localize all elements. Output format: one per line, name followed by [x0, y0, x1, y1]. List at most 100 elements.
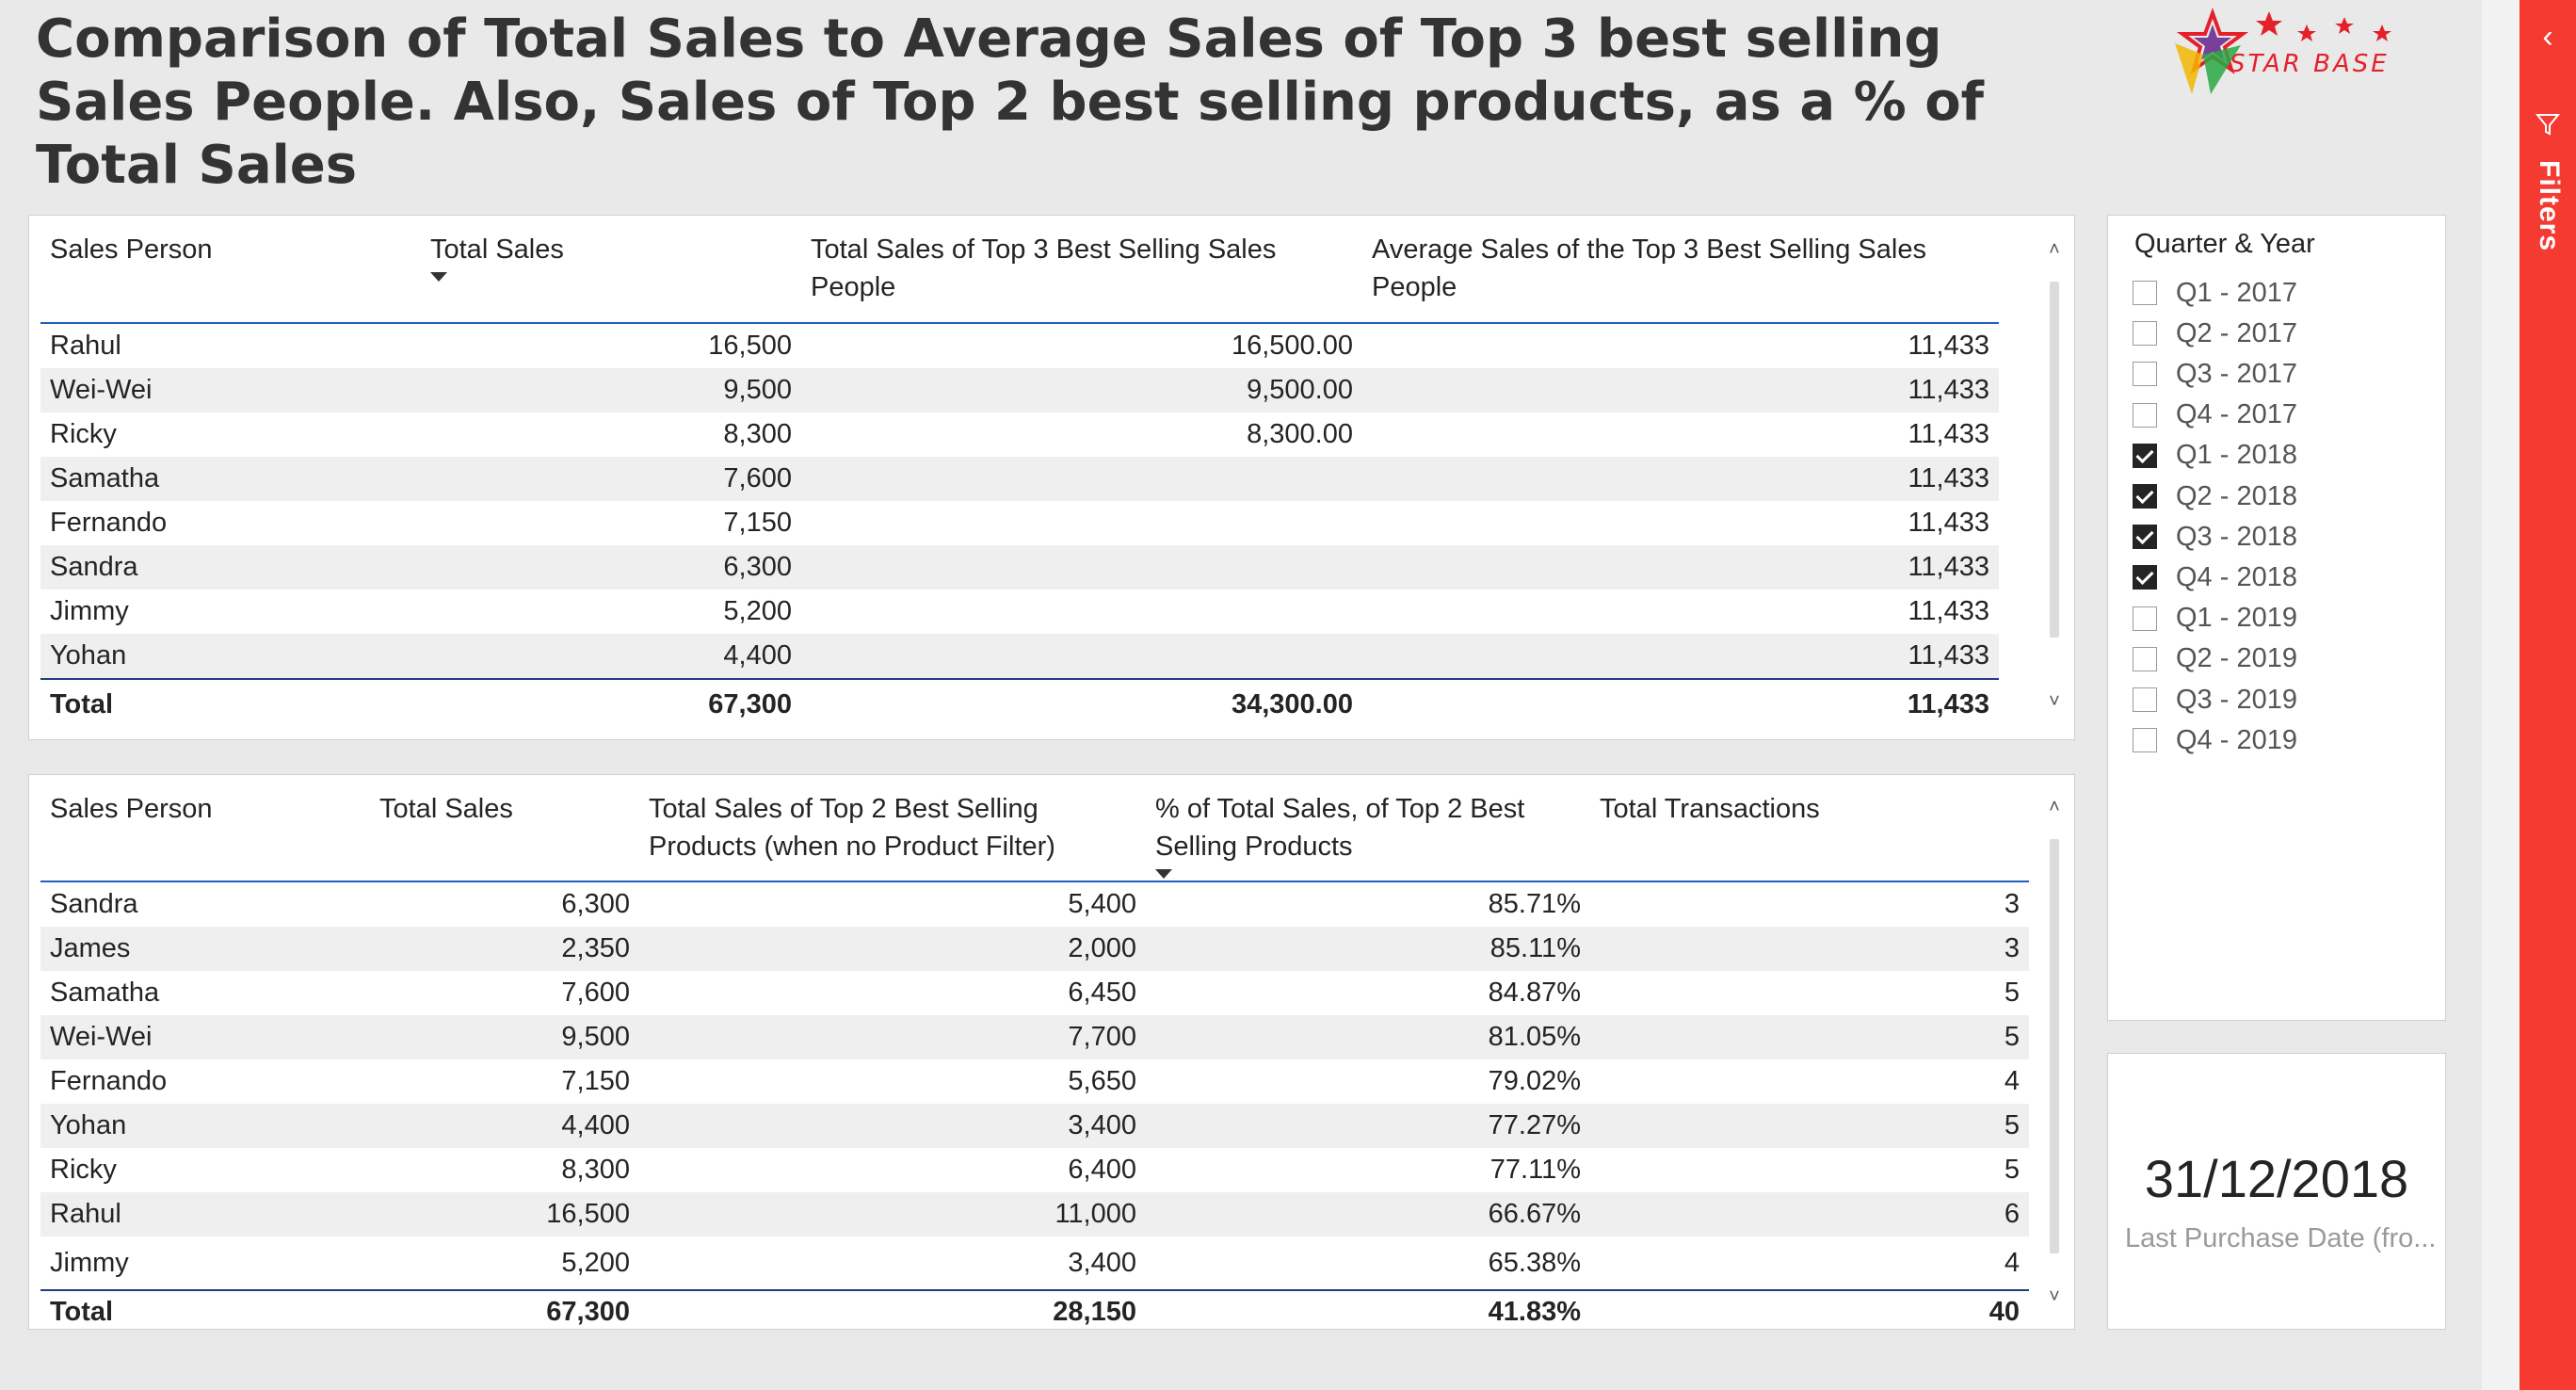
col-header-top2-products-sales[interactable]: Total Sales of Top 2 Best Selling Produc… — [649, 794, 1055, 862]
table-row[interactable]: Ricky 8,300 6,400 77.11% 5 — [40, 1148, 2029, 1192]
checkbox-checked-icon[interactable] — [2133, 525, 2157, 550]
cell-transactions: 5 — [1590, 1104, 2029, 1148]
slicer-item-label: Q2 - 2017 — [2176, 317, 2297, 348]
cell-top2-products-sales: 5,400 — [1068, 889, 1136, 919]
checkbox-empty-icon[interactable] — [2133, 646, 2157, 671]
table-row[interactable]: Jimmy 5,200 3,400 65.38% 4 — [40, 1236, 2029, 1290]
slicer-item[interactable]: Q4 - 2017 — [2133, 396, 2297, 434]
slicer-item[interactable]: Q4 - 2018 — [2133, 558, 2297, 596]
slicer-item[interactable]: Q3 - 2019 — [2133, 681, 2297, 719]
cell-sales-person: Yohan — [40, 1104, 370, 1148]
checkbox-empty-icon[interactable] — [2133, 687, 2157, 712]
cell-sales-person: Sandra — [40, 545, 421, 590]
scroll-down-icon[interactable]: ˅ — [2049, 1286, 2060, 1307]
table-row[interactable]: Rahul 16,500 11,000 66.67% 6 — [40, 1192, 2029, 1236]
col-header-total-sales[interactable]: Total Sales — [379, 794, 513, 824]
cell-top3-total — [801, 634, 1362, 679]
filters-label[interactable]: Filters — [2534, 160, 2565, 252]
filters-pane-bar[interactable] — [2520, 0, 2576, 1390]
table-row[interactable]: Wei-Wei 9,500 7,700 81.05% 5 — [40, 1015, 2029, 1059]
checkbox-checked-icon[interactable] — [2133, 443, 2157, 468]
scroll-down-icon[interactable]: ˅ — [2049, 691, 2060, 712]
slicer-item[interactable]: Q1 - 2019 — [2133, 600, 2297, 638]
table-row[interactable]: Yohan 4,400 3,400 77.27% 5 — [40, 1104, 2029, 1148]
scroll-thumb[interactable] — [2050, 282, 2059, 638]
table-row[interactable]: Ricky 8,300 8,300.00 11,433 — [40, 412, 1999, 457]
chevron-left-icon[interactable]: ‹ — [2542, 19, 2553, 55]
checkbox-empty-icon[interactable] — [2133, 606, 2157, 631]
table-row[interactable]: Samatha 7,600 11,433 — [40, 457, 1999, 501]
table-row[interactable]: Yohan 4,400 11,433 — [40, 634, 1999, 679]
checkbox-empty-icon[interactable] — [2133, 728, 2157, 753]
checkbox-empty-icon[interactable] — [2133, 402, 2157, 428]
scroll-up-icon[interactable]: ˄ — [2049, 797, 2060, 817]
col-header-sales-person[interactable]: Sales Person — [50, 794, 213, 824]
cell-top2-products-sales: 7,700 — [639, 1015, 1146, 1059]
cell-top2-products-sales: 6,400 — [1068, 1155, 1136, 1185]
scroll-thumb[interactable] — [2050, 839, 2059, 1253]
table-row[interactable]: Rahul 16,500 16,500.00 11,433 — [40, 323, 1999, 368]
slicer-item[interactable]: Q3 - 2018 — [2133, 518, 2297, 556]
table1-grid: Sales Person Total Sales Total Sales of … — [40, 216, 1999, 729]
cell-top3-total: 16,500.00 — [1231, 331, 1353, 361]
cell-total-sales: 6,300 — [421, 545, 801, 590]
cell-top3-total — [801, 501, 1362, 545]
cell-sales-person: Sandra — [50, 889, 138, 919]
cell-top3-total: 9,500.00 — [801, 368, 1362, 412]
table-row[interactable]: Sandra 6,300 5,400 85.71% 3 — [40, 881, 2029, 927]
cell-top2-products-sales: 6,450 — [1068, 978, 1136, 1008]
col-header-total-transactions[interactable]: Total Transactions — [1600, 794, 1820, 824]
cell-sales-person: Fernando — [50, 508, 168, 538]
slicer-item[interactable]: Q2 - 2017 — [2133, 315, 2297, 352]
table2-scrollbar[interactable]: ˄ ˅ — [2048, 798, 2061, 1306]
cell-total-sales: 7,600 — [421, 457, 801, 501]
col-header-sales-person[interactable]: Sales Person — [50, 234, 213, 265]
table-row[interactable]: Samatha 7,600 6,450 84.87% 5 — [40, 971, 2029, 1015]
cell-pct-top2: 65.38% — [1488, 1248, 1581, 1278]
cell-sales-person: Ricky — [50, 419, 117, 449]
cell-total-sales: 7,150 — [723, 508, 792, 538]
table1-scrollbar[interactable]: ˄ ˅ — [2048, 240, 2061, 711]
cell-top3-average: 11,433 — [1362, 678, 1999, 729]
funnel-icon — [2535, 114, 2561, 136]
cell-pct-top2: 41.83% — [1146, 1289, 1590, 1325]
cell-top3-total: 34,300.00 — [801, 678, 1362, 729]
slicer-item[interactable]: Q2 - 2018 — [2133, 477, 2297, 515]
cell-transactions: 3 — [2004, 889, 2020, 919]
table-row[interactable]: Fernando 7,150 5,650 79.02% 4 — [40, 1059, 2029, 1104]
cell-total-sales: 5,200 — [723, 596, 792, 626]
slicer-item[interactable]: Q2 - 2019 — [2133, 640, 2297, 678]
table-row[interactable]: James 2,350 2,000 85.11% 3 — [40, 927, 2029, 971]
checkbox-empty-icon[interactable] — [2133, 362, 2157, 387]
table-total-row: Total 67,300 34,300.00 11,433 — [40, 678, 1999, 729]
cell-sales-person: Rahul — [40, 1192, 370, 1236]
cell-total-sales: 9,500 — [421, 368, 801, 412]
slicer-item[interactable]: Q3 - 2017 — [2133, 355, 2297, 393]
slicer-item[interactable]: Q1 - 2017 — [2133, 274, 2297, 312]
col-header-total-sales[interactable]: Total Sales — [421, 216, 801, 323]
filters-pane-collapsed[interactable]: ‹ Filters — [2520, 0, 2576, 1390]
scroll-up-icon[interactable]: ˄ — [2049, 239, 2060, 260]
slicer-item-label: Q3 - 2019 — [2176, 684, 2297, 715]
table-row[interactable]: Jimmy 5,200 11,433 — [40, 590, 1999, 634]
checkbox-checked-icon[interactable] — [2133, 484, 2157, 509]
checkbox-empty-icon[interactable] — [2133, 281, 2157, 305]
cell-top3-total — [801, 545, 1362, 590]
table-row[interactable]: Sandra 6,300 11,433 — [40, 545, 1999, 590]
checkbox-empty-icon[interactable] — [2133, 321, 2157, 347]
cell-pct-top2: 85.11% — [1146, 927, 1590, 971]
table-row[interactable]: Fernando 7,150 11,433 — [40, 501, 1999, 545]
col-header-top3-total-sales[interactable]: Total Sales of Top 3 Best Selling Sales … — [811, 234, 1277, 302]
cell-sales-person: Jimmy — [50, 1248, 129, 1278]
slicer-item[interactable]: Q1 - 2018 — [2133, 437, 2297, 475]
cell-transactions: 5 — [2004, 1155, 2020, 1185]
col-header-pct-top2-products[interactable]: % of Total Sales, of Top 2 Best Selling … — [1146, 775, 1590, 881]
col-header-top3-average-sales[interactable]: Average Sales of the Top 3 Best Selling … — [1372, 234, 1926, 302]
cell-sales-person: Fernando — [50, 1066, 168, 1096]
cell-sales-person: Samatha — [40, 457, 421, 501]
cell-top3-total — [801, 457, 1362, 501]
table-row[interactable]: Wei-Wei 9,500 9,500.00 11,433 — [40, 368, 1999, 412]
cell-top3-average: 11,433 — [1908, 419, 1989, 449]
slicer-item[interactable]: Q4 - 2019 — [2133, 721, 2297, 759]
checkbox-checked-icon[interactable] — [2133, 565, 2157, 590]
